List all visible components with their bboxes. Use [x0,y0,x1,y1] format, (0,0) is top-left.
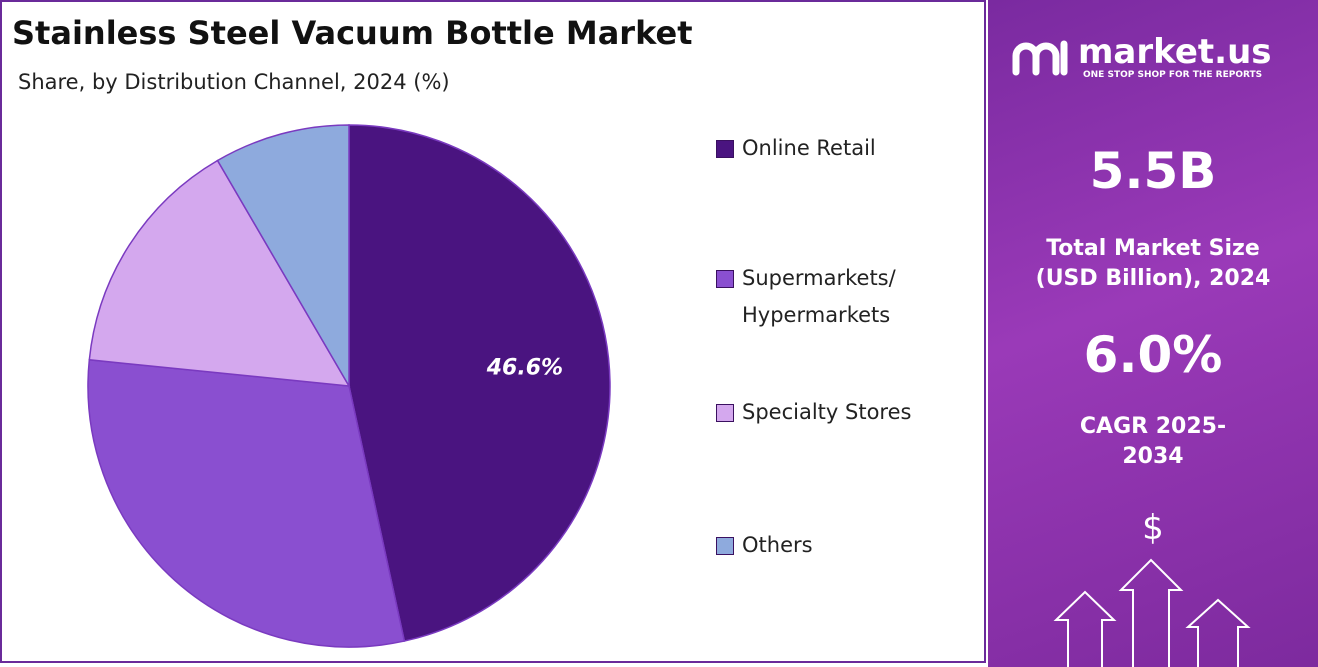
market-size: 5.5B [1089,142,1217,200]
pie-slice [88,159,351,387]
logo-icon [1012,40,1068,76]
cagr: 6.0% [1083,326,1223,384]
legend-label: Specialty Stores [742,400,912,424]
chart-panel: Stainless Steel Vacuum Bottle Market Sha… [0,0,986,663]
data-label: 46.6% [486,356,563,381]
legend-swatch [716,140,734,158]
summary-panel: market.us ONE STOP SHOP FOR THE REPORTS … [988,0,1318,667]
legend-swatch [716,270,734,288]
legend-label: Others [742,533,813,557]
brand: market.us [1078,32,1272,72]
pie-slice [348,124,611,642]
legend-item: Online Retail [716,130,927,167]
legend-item: Supermarkets/ Hypermarkets [716,260,927,334]
arrows-icon [1053,558,1251,667]
legend-swatch [716,537,734,555]
legend-swatch [716,404,734,422]
legend-label: Online Retail [742,136,876,160]
pie-chart: 46.6% [87,124,611,648]
market-size-label: Total Market Size (USD Billion), 2024 [1035,236,1271,291]
legend-label: Supermarkets/ Hypermarkets [742,266,896,327]
dollar-icon: $ [1142,508,1164,548]
legend-item: Others [716,527,927,564]
pie-slice [216,124,350,389]
tagline: ONE STOP SHOP FOR THE REPORTS [1083,70,1263,80]
legend-item: Specialty Stores [716,394,927,431]
pie-slice [87,358,406,648]
cagr-label: CAGR 2025-2034 [1079,414,1227,469]
chart-subtitle: Share, by Distribution Channel, 2024 (%) [18,70,450,94]
chart-title: Stainless Steel Vacuum Bottle Market [12,14,693,52]
